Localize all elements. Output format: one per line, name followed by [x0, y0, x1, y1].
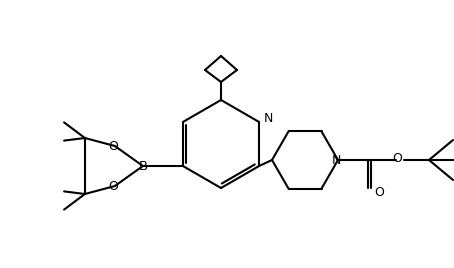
Text: O: O	[108, 180, 118, 192]
Text: B: B	[138, 159, 148, 173]
Text: O: O	[392, 152, 402, 166]
Text: N: N	[264, 113, 273, 125]
Text: O: O	[108, 140, 118, 152]
Text: N: N	[331, 154, 340, 168]
Text: O: O	[374, 187, 384, 199]
